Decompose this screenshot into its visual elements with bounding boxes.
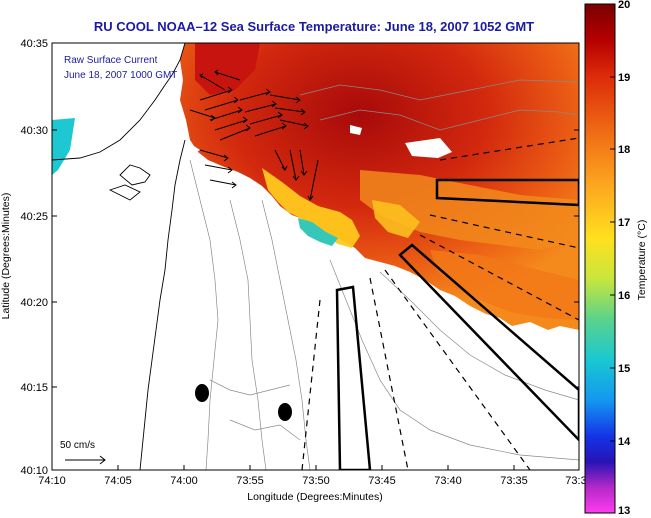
legend-line-2: June 18, 2007 1000 GMT	[64, 70, 177, 81]
scale-arrow	[65, 455, 106, 465]
x-tick-label: 74:00	[170, 475, 198, 487]
buoy-marker	[195, 384, 209, 402]
colorbar-tick-label: 20	[618, 0, 630, 11]
x-tick-label: 73:40	[434, 475, 462, 487]
map-title: RU COOL NOAA–12 Sea Surface Temperature:…	[94, 19, 534, 34]
colorbar-gradient	[584, 3, 616, 514]
surface-current-vectors	[189, 69, 319, 201]
y-axis-label: Latitude (Degrees:Minutes)	[0, 193, 12, 320]
colorbar-tick-label: 16	[618, 290, 630, 302]
transect-box-southeast	[398, 243, 579, 442]
coastline	[52, 43, 186, 470]
y-axis: 40:35 40:30 40:25 40:20 40:15 40:10 Lati…	[0, 38, 579, 477]
x-tick-label: 74:10	[38, 475, 66, 487]
scale-label: 50 cm/s	[60, 440, 95, 451]
x-tick-label: 73:45	[368, 475, 396, 487]
y-tick-label: 40:35	[20, 38, 48, 50]
map-plot-area: 50 cm/s Raw Surface Current June 18, 200…	[52, 43, 579, 470]
y-tick-label: 40:10	[20, 465, 48, 477]
transect-overlays	[301, 137, 579, 470]
legend-line-1: Raw Surface Current	[64, 55, 158, 66]
x-tick-label: 73:35	[500, 475, 528, 487]
sst-northwest-cold	[52, 118, 75, 175]
x-tick-label: 73:50	[302, 475, 330, 487]
y-tick-label: 40:25	[20, 211, 48, 223]
sst-cold-patch	[298, 218, 338, 246]
land-inlet-gap	[185, 140, 200, 160]
x-tick-label: 74:05	[104, 475, 132, 487]
colorbar-tick-label: 14	[618, 436, 631, 448]
y-tick-label: 40:30	[20, 125, 48, 137]
transect-box-east	[435, 178, 579, 207]
cloud-gap-2	[350, 125, 362, 135]
y-tick-label: 40:20	[20, 297, 48, 309]
y-tick-label: 40:15	[20, 382, 48, 394]
colorbar-tick-label: 13	[618, 505, 630, 517]
transect-box-south	[335, 285, 372, 470]
colorbar-tick-label: 15	[618, 363, 630, 375]
colorbar-label: Temperature (°C)	[636, 220, 648, 301]
sst-south-orange	[430, 250, 579, 320]
colorbar-tick-label: 19	[618, 72, 630, 84]
colorbar: 20 19 18 17 16 15 14 13 Temperature (°C)	[584, 0, 648, 517]
x-tick-label: 73:55	[236, 475, 264, 487]
buoy-marker	[278, 403, 292, 421]
x-axis-label: Longitude (Degrees:Minutes)	[247, 491, 382, 503]
sst-mid-band	[360, 170, 579, 250]
sst-cool-band	[262, 168, 360, 248]
colorbar-tick-label: 17	[618, 217, 630, 229]
cloud-gap	[405, 138, 452, 158]
x-tick-label: 73:3	[565, 475, 586, 487]
sst-yellow-patch	[372, 200, 420, 238]
colorbar-tick-label: 18	[618, 144, 630, 156]
x-axis: 74:10 74:05 74:00 73:55 73:50 73:45 73:4…	[38, 465, 587, 503]
